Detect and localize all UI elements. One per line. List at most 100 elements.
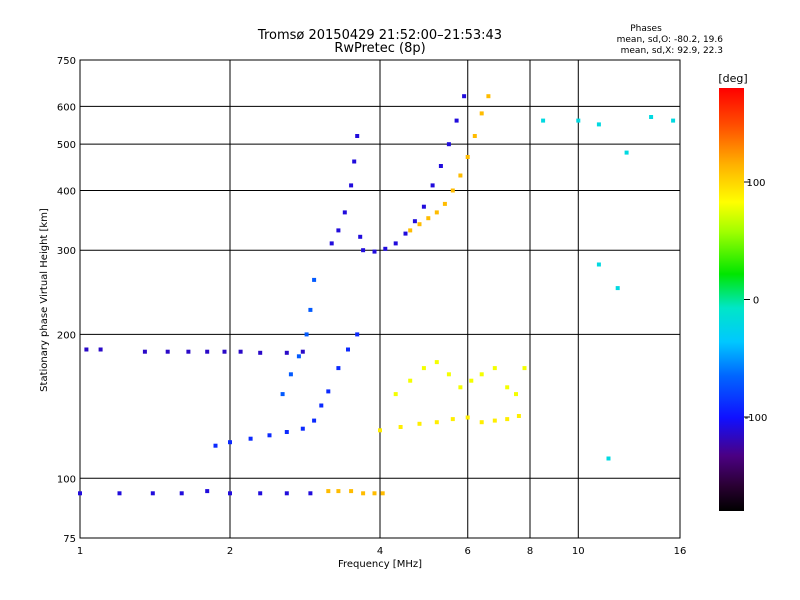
data-point xyxy=(326,389,331,394)
data-point xyxy=(342,210,347,215)
data-point xyxy=(361,248,366,253)
chart-title: Tromsø 20150429 21:52:00–21:53:43 xyxy=(257,28,502,43)
data-point xyxy=(383,246,388,251)
data-point xyxy=(458,385,463,390)
stats-line-2: mean, sd,X: 92.9, 22.3 xyxy=(621,46,723,56)
data-point xyxy=(150,491,155,496)
data-point xyxy=(649,115,654,119)
data-point xyxy=(454,118,459,123)
data-point xyxy=(326,489,331,494)
data-point xyxy=(408,378,413,383)
data-point xyxy=(228,440,232,445)
data-point xyxy=(372,491,377,496)
data-point xyxy=(417,421,422,426)
data-point xyxy=(308,307,313,312)
y-tick-label: 500 xyxy=(57,140,76,151)
data-point xyxy=(336,228,341,233)
data-point xyxy=(378,428,382,433)
x-tick-label: 6 xyxy=(465,546,471,557)
data-point xyxy=(398,425,403,429)
data-point xyxy=(288,372,293,377)
data-point xyxy=(372,249,377,254)
data-point xyxy=(280,392,285,397)
x-axis-label: Frequency [MHz] xyxy=(338,559,422,570)
stats-line-1: mean, sd,O: -80.2, 19.6 xyxy=(617,35,724,45)
data-point xyxy=(671,118,676,123)
data-point xyxy=(84,347,89,352)
data-points xyxy=(78,94,676,496)
colorbar-gradient xyxy=(719,88,744,511)
x-tick-label: 16 xyxy=(674,546,687,557)
data-point xyxy=(458,173,463,178)
data-point xyxy=(284,430,289,434)
data-point xyxy=(472,134,477,138)
y-axis-ticks: 75 100 200 300 400 500 600 750 xyxy=(57,56,76,545)
data-point xyxy=(142,349,147,354)
data-point xyxy=(258,350,263,355)
colorbar: [deg] 100 0 -100 xyxy=(718,72,767,511)
data-point xyxy=(205,349,210,354)
data-point xyxy=(98,347,103,352)
data-point xyxy=(465,155,470,159)
plot-area: 1 2 4 6 8 10 16 75 100 200 300 400 500 600 750 xyxy=(57,56,686,557)
stats-heading: Phases xyxy=(630,24,662,34)
y-tick-label: 600 xyxy=(57,102,76,113)
data-point xyxy=(284,350,289,355)
data-point xyxy=(312,277,317,282)
data-point xyxy=(393,241,398,246)
data-point xyxy=(228,491,232,496)
data-point xyxy=(300,349,305,354)
colorbar-tick-label: 0 xyxy=(753,296,759,307)
data-point xyxy=(596,122,601,127)
x-tick-label: 4 xyxy=(377,546,383,557)
data-point xyxy=(596,262,601,267)
data-point xyxy=(505,417,510,422)
data-point xyxy=(355,332,360,337)
y-axis-label: Stationary phase Virtual Height [km] xyxy=(39,208,50,392)
data-point xyxy=(541,118,546,123)
data-point xyxy=(442,201,447,206)
data-point xyxy=(238,349,243,354)
x-axis-ticks: 1 2 4 6 8 10 16 xyxy=(77,546,687,557)
data-point xyxy=(434,360,439,365)
x-tick-label: 10 xyxy=(572,546,585,557)
data-point xyxy=(469,378,474,383)
data-point xyxy=(336,366,341,371)
data-point xyxy=(479,372,484,377)
data-point xyxy=(336,489,341,494)
data-point xyxy=(430,183,435,188)
data-point xyxy=(421,366,426,371)
data-point xyxy=(462,94,467,99)
data-point xyxy=(165,349,170,354)
y-tick-label: 750 xyxy=(57,56,76,67)
data-point xyxy=(492,418,497,423)
y-tick-label: 100 xyxy=(57,474,76,485)
data-point xyxy=(296,354,301,359)
data-point xyxy=(300,426,305,431)
data-point xyxy=(304,332,309,337)
chart-subtitle: RwPretec (8p) xyxy=(334,41,425,56)
data-point xyxy=(403,231,408,236)
data-point xyxy=(606,456,611,461)
data-point xyxy=(117,491,122,496)
data-point xyxy=(438,164,443,168)
y-tick-label: 400 xyxy=(57,186,76,197)
data-point xyxy=(361,491,366,496)
data-point xyxy=(355,134,360,138)
data-point xyxy=(576,118,581,123)
y-tick-label: 75 xyxy=(63,534,76,545)
x-tick-label: 2 xyxy=(227,546,233,557)
data-point xyxy=(434,420,439,425)
grid-lines xyxy=(80,60,680,538)
data-point xyxy=(349,183,354,188)
data-point xyxy=(446,142,451,147)
data-point xyxy=(380,491,385,496)
data-point xyxy=(479,420,484,425)
colorbar-tick-label: 100 xyxy=(746,178,765,189)
data-point xyxy=(522,366,527,371)
x-tick-label: 8 xyxy=(527,546,533,557)
data-point xyxy=(450,188,455,193)
data-point xyxy=(213,443,218,448)
data-point xyxy=(358,234,363,239)
data-point xyxy=(349,489,354,494)
